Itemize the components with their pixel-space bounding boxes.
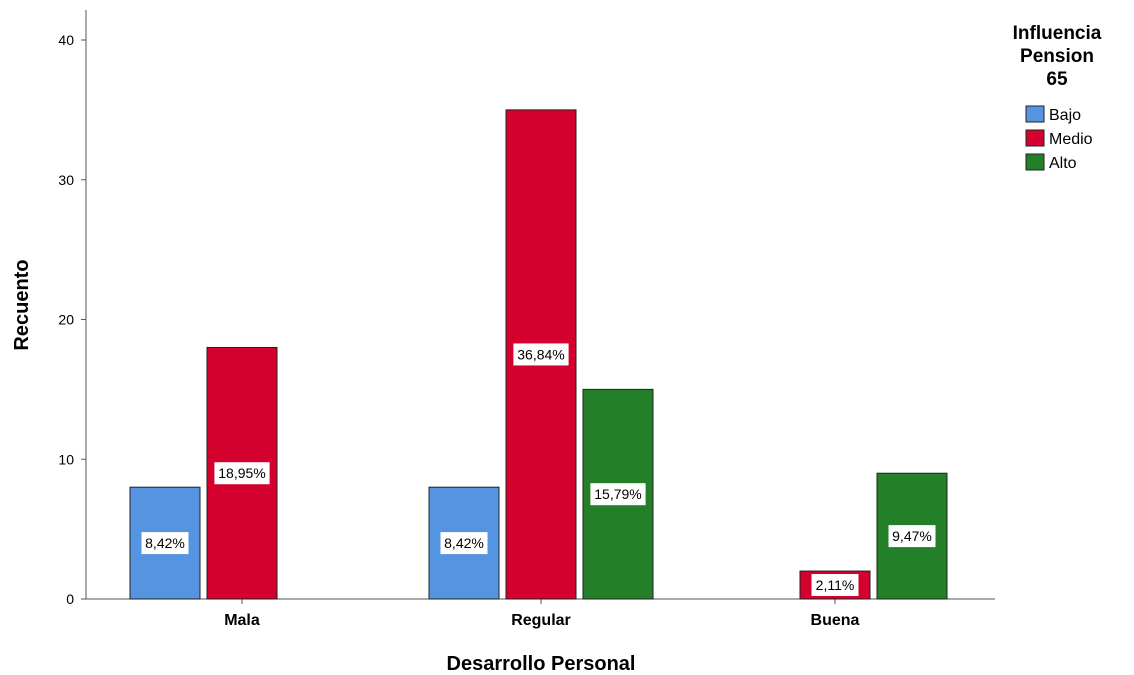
data-label: 36,84%	[517, 346, 564, 362]
data-label-box	[440, 532, 488, 555]
plot-area: 0 10 20 30 40 Mala 8,42% 18,95% Regular 8,42% 36,8…	[58, 10, 995, 629]
y-tick-label: 30	[58, 172, 74, 188]
data-label: 8,42%	[444, 535, 484, 551]
legend-title-line-2: Pension	[1020, 46, 1094, 67]
data-label-box	[888, 525, 936, 548]
legend-swatch-alto	[1025, 153, 1045, 171]
legend: Influencia Pension 65 Bajo Medio Alto	[1013, 23, 1102, 172]
data-label: 8,42%	[145, 535, 185, 551]
legend-label-alto: Alto	[1049, 155, 1077, 172]
legend-swatch-bajo	[1025, 105, 1045, 123]
x-tick-label: Regular	[511, 612, 571, 629]
y-tick-label: 10	[58, 451, 74, 467]
y-tick-label: 40	[58, 32, 74, 48]
legend-label-medio: Medio	[1049, 131, 1093, 148]
data-label: 9,47%	[892, 528, 932, 544]
data-label-box	[141, 532, 189, 555]
legend-label-bajo: Bajo	[1049, 107, 1081, 124]
y-tick-label: 20	[58, 312, 74, 328]
legend-title-line-3: 65	[1046, 69, 1068, 90]
data-label-box	[811, 574, 859, 597]
y-axis-title: Recuento	[11, 259, 33, 350]
data-label-box	[513, 343, 569, 366]
data-label: 2,11%	[816, 577, 855, 593]
legend-swatch-medio	[1025, 129, 1045, 147]
x-axis-title: Desarrollo Personal	[447, 653, 636, 675]
legend-title-line-1: Influencia	[1013, 23, 1102, 44]
data-label-box	[590, 483, 646, 506]
x-tick-label: Buena	[811, 612, 860, 629]
data-label: 15,79%	[594, 486, 641, 502]
data-label: 18,95%	[218, 465, 265, 481]
data-label-box	[214, 462, 270, 485]
x-tick-label: Mala	[224, 612, 260, 629]
y-tick-label: 0	[66, 591, 74, 607]
